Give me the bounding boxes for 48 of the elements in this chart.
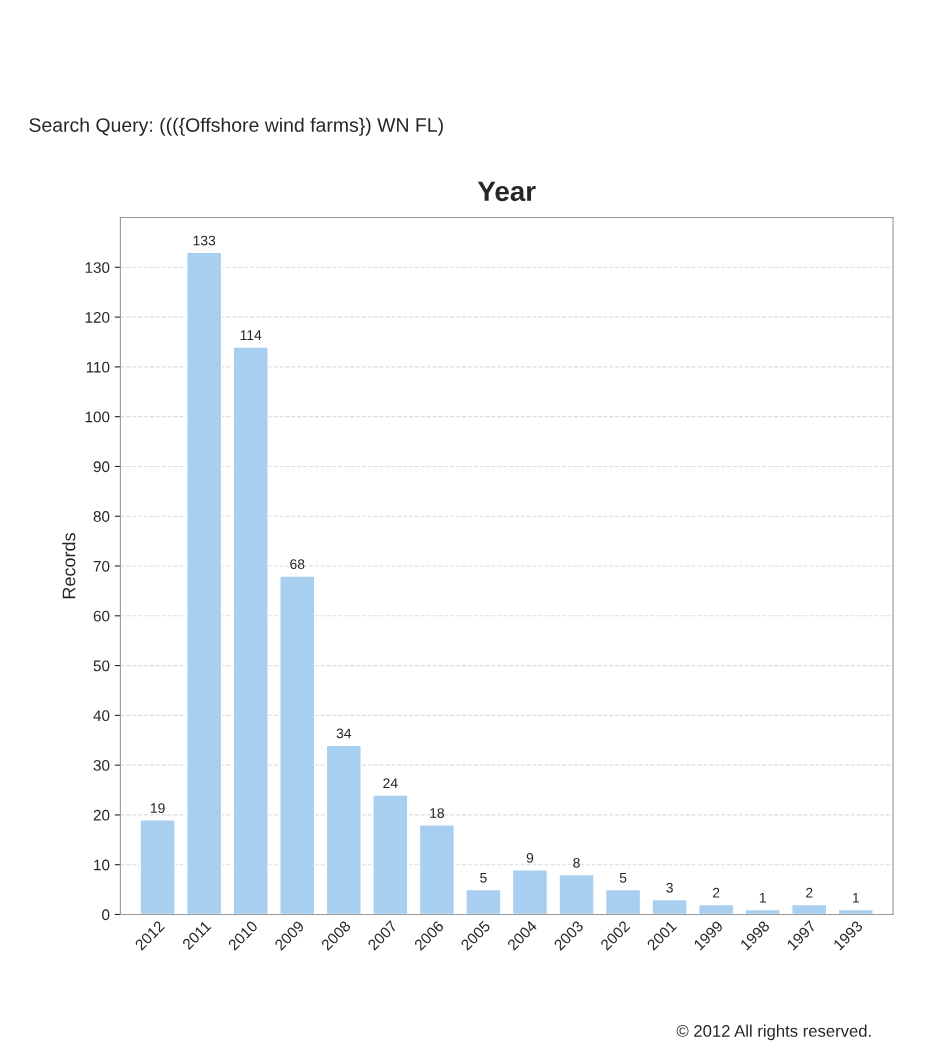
data-label: 133 [193, 235, 216, 246]
y-axis-title: Records [62, 533, 76, 599]
y-tick-label: 60 [93, 610, 110, 622]
y-tick-label: 80 [93, 511, 110, 522]
y-tick-label: 90 [93, 461, 110, 473]
text: © 2012 All rights reserved. [676, 1024, 871, 1041]
data-label: 2 [712, 887, 720, 898]
data-label: 2 [806, 887, 813, 898]
bar [604, 888, 642, 915]
bar [465, 888, 502, 915]
bar [698, 903, 735, 915]
y-tick-label: 0 [102, 909, 110, 921]
bar [558, 873, 595, 915]
data-label: 34 [336, 728, 352, 739]
data-label: 18 [430, 808, 445, 818]
data-label: 5 [619, 873, 627, 883]
bar [186, 251, 223, 915]
bar [325, 744, 362, 915]
chart-subtitle: Search Query: ((({Offshore wind farms}) WN FL) [29, 117, 443, 136]
bar [232, 346, 269, 915]
data-label: 1 [759, 892, 766, 903]
data-label: 19 [150, 803, 165, 813]
data-label: 8 [573, 857, 580, 868]
y-tick-label: 120 [85, 311, 110, 323]
data-label: 68 [290, 559, 305, 570]
data-label: 5 [480, 873, 487, 883]
y-tick-label: 110 [86, 361, 110, 373]
bar [139, 819, 176, 915]
y-tick-label: 20 [93, 809, 110, 821]
bar [511, 868, 549, 915]
y-tick-label: 30 [93, 760, 110, 771]
y-tick-label: 10 [94, 859, 110, 871]
chart-title: Year [477, 181, 536, 202]
data-label: 9 [526, 852, 534, 863]
data-label: 114 [240, 330, 262, 340]
bar [791, 903, 828, 915]
data-label: 24 [383, 778, 398, 788]
bar [418, 824, 456, 915]
data-label: 3 [666, 882, 673, 893]
bar [651, 898, 688, 915]
y-tick-label: 50 [93, 660, 110, 672]
bar [279, 575, 316, 915]
y-tick-label: 100 [85, 411, 110, 423]
bar [372, 794, 409, 915]
y-tick-label: 40 [93, 710, 110, 722]
y-tick-label: 70 [93, 560, 110, 572]
data-label: 1 [852, 892, 859, 903]
y-tick-label: 130 [85, 262, 110, 274]
